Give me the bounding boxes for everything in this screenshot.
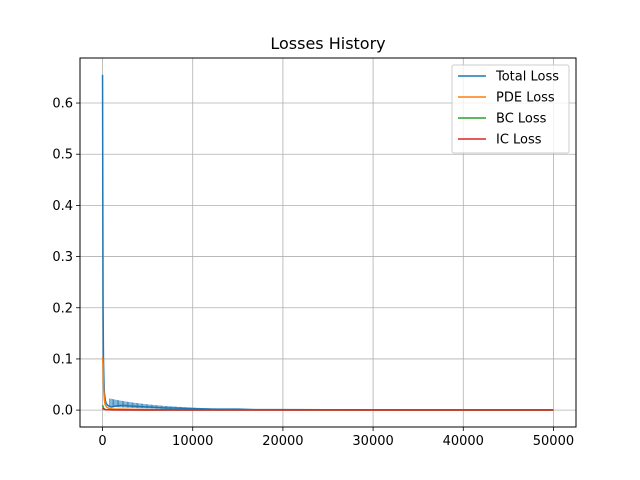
x-tick-label: 10000 (172, 434, 213, 449)
y-tick-label: 0.4 (52, 199, 73, 214)
x-axis: 0 10000 20000 30000 40000 50000 (98, 427, 574, 449)
y-tick-label: 0.1 (52, 352, 73, 367)
legend-label: PDE Loss (496, 91, 555, 106)
x-tick-label: 40000 (443, 434, 484, 449)
chart-title: Losses History (270, 34, 385, 53)
y-tick-label: 0.0 (52, 404, 73, 419)
x-tick-label: 0 (98, 434, 106, 449)
x-tick-label: 20000 (262, 434, 303, 449)
series-lines (101, 74, 554, 411)
x-tick-label: 30000 (352, 434, 393, 449)
legend: Total Loss PDE Loss BC Loss IC Loss (451, 64, 570, 154)
legend-label: BC Loss (496, 112, 547, 127)
y-tick-label: 0.5 (52, 148, 73, 163)
x-tick-label: 50000 (533, 434, 574, 449)
y-tick-label: 0.2 (52, 301, 73, 316)
legend-box (451, 64, 570, 154)
y-axis: 0.0 0.1 0.2 0.3 0.4 0.5 0.6 (52, 97, 80, 419)
series-noise-total-loss (109, 398, 256, 410)
legend-label: Total Loss (495, 70, 559, 85)
legend-label: IC Loss (496, 133, 542, 148)
y-tick-label: 0.6 (52, 97, 73, 112)
y-tick-label: 0.3 (52, 250, 73, 265)
plot-frame (79, 57, 577, 428)
series-line-ic-loss (101, 407, 554, 411)
